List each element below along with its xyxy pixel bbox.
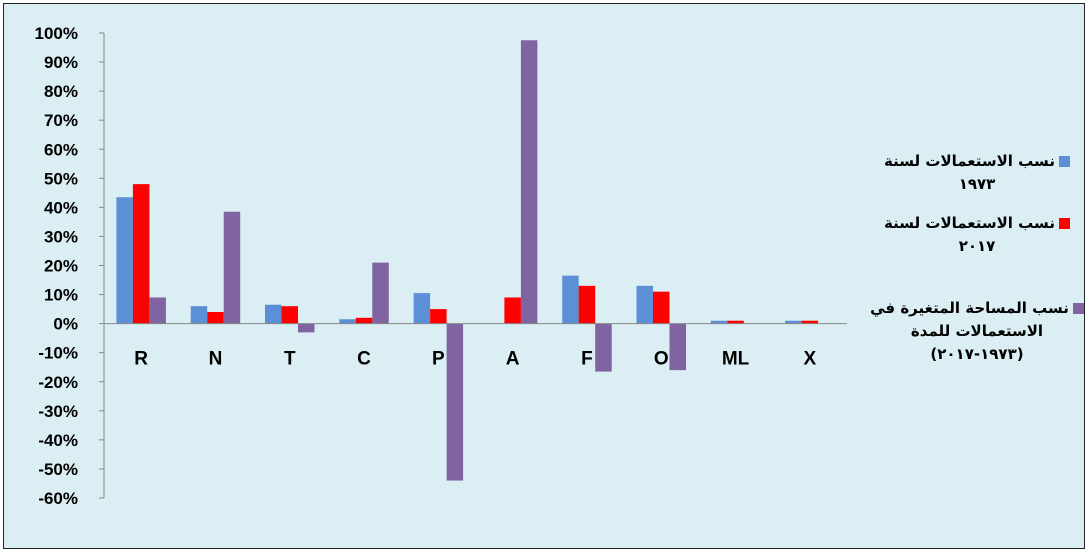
- bar-O-series-2: [653, 291, 670, 324]
- bar-F-series-1: [562, 275, 579, 324]
- bar-X-series-1: [785, 320, 802, 324]
- bar-T-series-2: [281, 306, 298, 324]
- y-tick-label: 50%: [44, 169, 78, 188]
- y-tick-label: -60%: [38, 489, 78, 508]
- x-category-label: C: [357, 349, 371, 370]
- x-category-label: X: [804, 349, 817, 370]
- bar-A-series-3: [520, 40, 538, 324]
- x-category-label: ML: [722, 349, 750, 370]
- x-category-label: A: [506, 349, 520, 370]
- y-tick-label: 100%: [35, 24, 78, 43]
- bar-A-series-2: [504, 297, 521, 324]
- bar-C-series-3: [372, 262, 389, 324]
- bar-N-series-3: [223, 211, 241, 324]
- bar-C-series-2: [355, 317, 373, 324]
- x-category-label: P: [432, 349, 445, 370]
- legend-swatch-1973: [1058, 156, 1070, 167]
- x-category-label: R: [134, 349, 148, 370]
- y-tick-label: 30%: [44, 227, 78, 246]
- y-tick-label: 10%: [44, 286, 78, 305]
- x-category-label: F: [581, 349, 593, 370]
- legend-label-change: نسب المساحة المتغيرة في الاستعمالات للمد…: [870, 299, 1069, 363]
- x-category-label: O: [654, 349, 669, 370]
- bar-X-series-2: [801, 320, 819, 324]
- bar-R-series-2: [132, 184, 150, 324]
- bar-R-series-3: [149, 297, 166, 324]
- bar-O-series-1: [636, 285, 653, 324]
- y-tick-label: 0%: [53, 315, 78, 334]
- y-tick-label: 60%: [44, 140, 78, 159]
- legend-label-2017: نسب الاستعمالات لسنة ٢٠١٧: [884, 214, 1055, 255]
- y-tick-label: 40%: [44, 198, 78, 217]
- bar-P-series-2: [430, 309, 447, 324]
- legend-item-2017: نسب الاستعمالات لسنة ٢٠١٧: [868, 212, 1086, 258]
- bar-ML-series-2: [727, 320, 744, 324]
- bar-P-series-3: [446, 323, 464, 481]
- legend-swatch-change: [1072, 303, 1084, 314]
- bar-T-series-1: [265, 304, 282, 324]
- bar-T-series-3: [298, 323, 315, 333]
- x-category-label: N: [209, 349, 223, 370]
- bar-R-series-1: [116, 197, 133, 324]
- legend-item-change: نسب المساحة المتغيرة في الاستعمالات للمد…: [868, 297, 1086, 366]
- bar-N-series-1: [190, 306, 208, 324]
- legend-item-1973: نسب الاستعمالات لسنة ١٩٧٣: [868, 150, 1086, 196]
- y-tick-label: 80%: [44, 82, 78, 101]
- bar-O-series-3: [669, 323, 686, 371]
- legend-label-1973: نسب الاستعمالات لسنة ١٩٧٣: [884, 152, 1055, 193]
- y-tick-label: -10%: [38, 344, 78, 363]
- y-tick-label: -40%: [38, 431, 78, 450]
- chart-area: [3, 3, 1085, 549]
- bar-F-series-3: [595, 323, 612, 372]
- y-tick-label: -30%: [38, 402, 78, 421]
- y-tick-label: -20%: [38, 373, 78, 392]
- x-category-label: T: [284, 349, 296, 370]
- y-tick-label: 20%: [44, 257, 78, 276]
- bar-P-series-1: [413, 293, 431, 324]
- y-tick-label: 70%: [44, 111, 78, 130]
- bar-ML-series-1: [710, 320, 728, 324]
- bar-F-series-2: [578, 285, 596, 324]
- y-tick-label: -50%: [38, 460, 78, 479]
- legend-swatch-2017: [1058, 218, 1070, 229]
- bar-N-series-2: [207, 312, 224, 324]
- y-tick-label: 90%: [44, 53, 78, 72]
- bar-C-series-1: [339, 319, 356, 324]
